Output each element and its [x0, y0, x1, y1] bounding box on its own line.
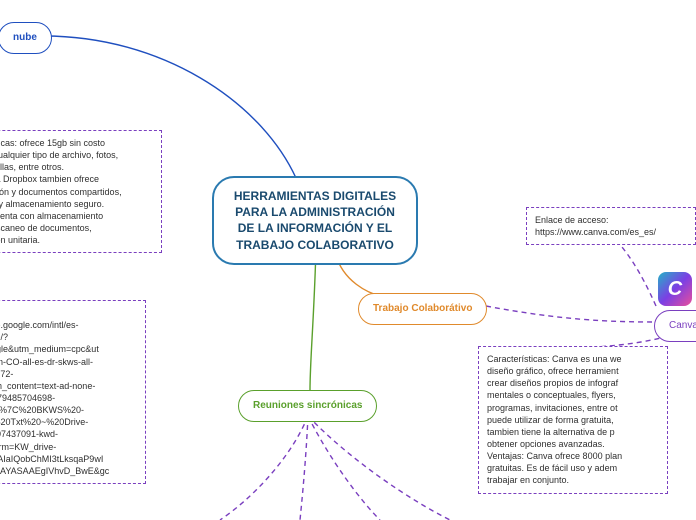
branch-node-label: Trabajo Colaborátivo — [373, 303, 472, 314]
textbox-canva-caract: Características: Canva es una we diseño … — [478, 346, 668, 494]
center-node: HERRAMIENTAS DIGITALES PARA LA ADMINISTR… — [212, 176, 418, 265]
branch-node-canva: Canva — [654, 310, 696, 342]
center-node-label: HERRAMIENTAS DIGITALES PARA LA ADMINISTR… — [234, 189, 396, 252]
textbox-canva-link: Enlace de acceso: https://www.canva.com/… — [526, 207, 696, 245]
branch-node-label: Canva — [669, 320, 696, 331]
branch-node-label: Reuniones sincrónicas — [253, 400, 362, 411]
textbox-drive-caract: erísticas: ofrece 15gb sin costo na cual… — [0, 130, 162, 253]
branch-node-label: nube — [13, 32, 37, 43]
canva-icon: C — [658, 272, 692, 306]
branch-node-trabajo: Trabajo Colaborátivo — [358, 293, 487, 325]
branch-node-nube: nube — [0, 22, 52, 54]
textbox-drive-link: eso: pace.google.com/intl/es- drive/? go… — [0, 300, 146, 484]
branch-node-reuniones: Reuniones sincrónicas — [238, 390, 377, 422]
